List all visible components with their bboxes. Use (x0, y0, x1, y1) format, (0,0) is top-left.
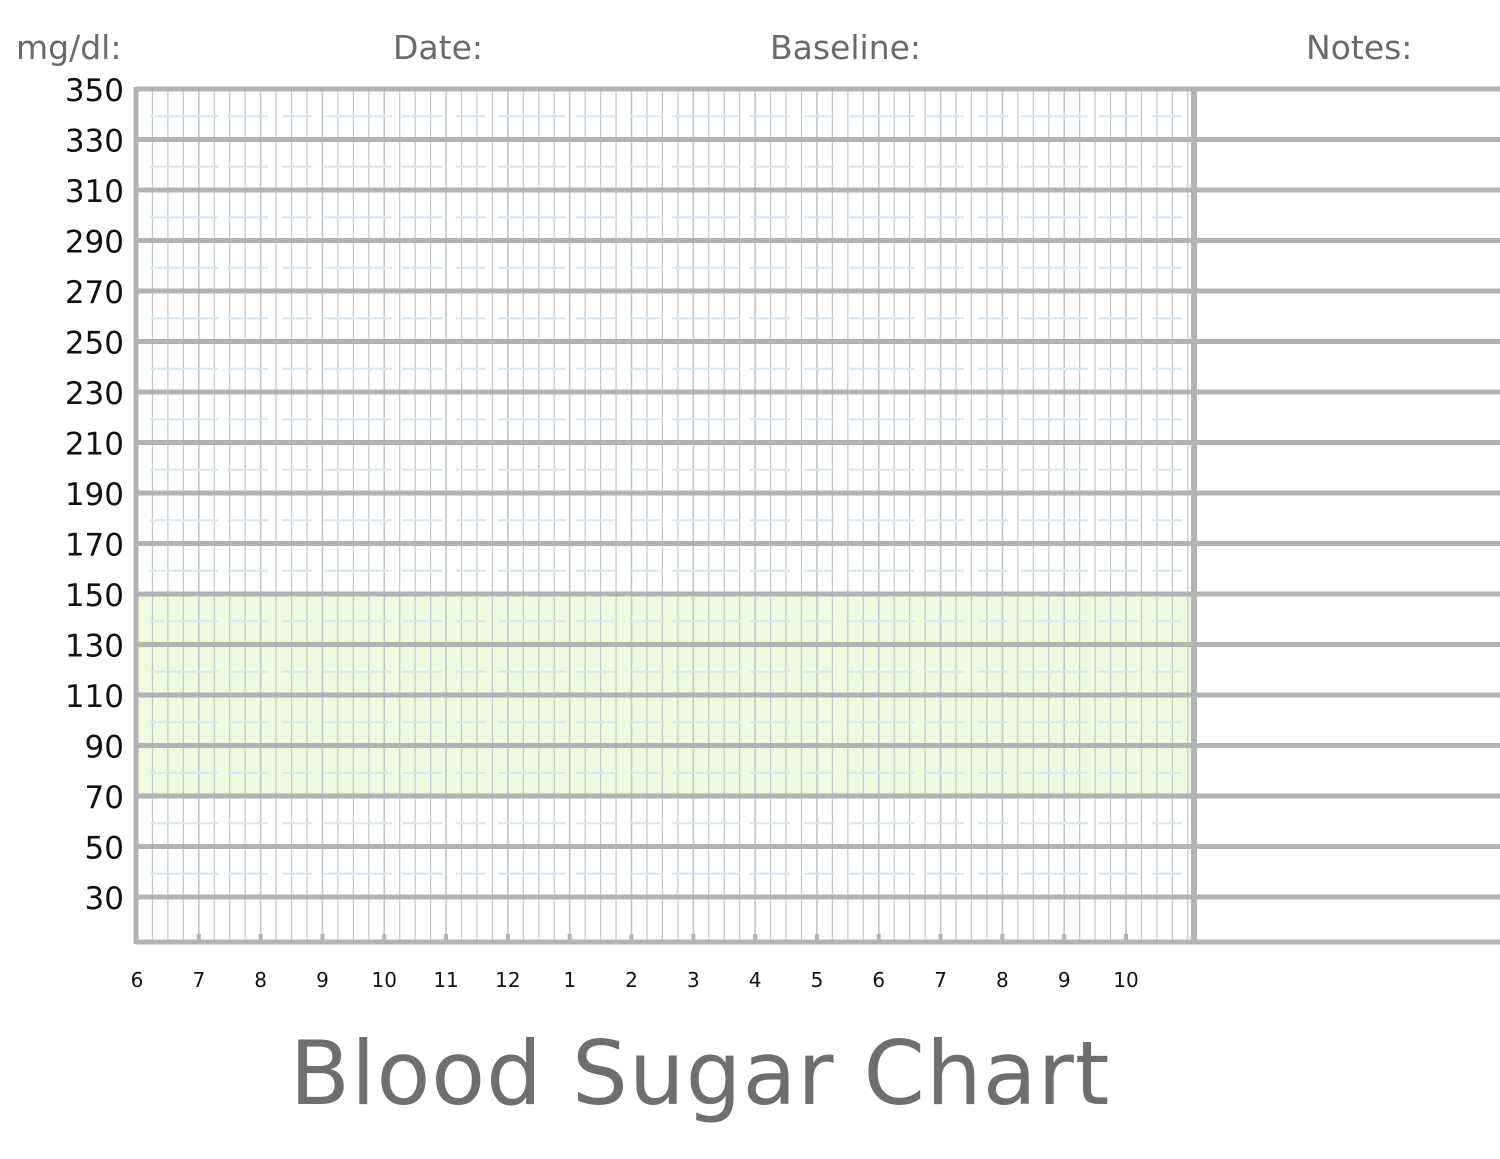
y-tick-label: 230 (65, 376, 124, 412)
x-tick-label: 7 (934, 968, 947, 992)
unit-label: mg/dl: (16, 28, 122, 67)
y-tick-label: 330 (65, 124, 124, 160)
x-tick-label: 9 (1058, 968, 1071, 992)
x-tick-label: 8 (254, 968, 267, 992)
x-tick-label: 9 (316, 968, 329, 992)
y-tick-label: 210 (65, 427, 124, 463)
y-tick-label: 350 (65, 73, 124, 109)
x-tick-label: 2 (625, 968, 638, 992)
y-tick-label: 90 (85, 730, 124, 766)
y-tick-label: 150 (65, 578, 124, 614)
major-grid-lines (133, 86, 1500, 945)
x-tick-label: 3 (687, 968, 700, 992)
baseline-label: Baseline: (770, 28, 922, 67)
y-tick-label: 110 (65, 679, 124, 715)
x-tick-label: 7 (192, 968, 205, 992)
y-tick-labels: 350 330 310 290 270 250 230 210 190 170 150 130 110 9… (65, 73, 124, 917)
date-label: Date: (393, 28, 483, 67)
x-tick-label: 6 (131, 968, 144, 992)
y-tick-label: 270 (65, 275, 124, 311)
x-tick-label: 11 (433, 968, 458, 992)
y-tick-label: 170 (65, 528, 124, 564)
x-tick-labels: 6 7 8 9 10 11 12 1 2 3 4 5 6 7 8 9 10 (131, 968, 1139, 992)
y-tick-label: 50 (85, 831, 124, 867)
minor-grid-lines (136, 89, 1189, 942)
y-tick-label: 250 (65, 326, 124, 362)
x-tick-label: 10 (1113, 968, 1138, 992)
x-tick-label: 5 (811, 968, 824, 992)
y-tick-label: 130 (65, 629, 124, 665)
y-tick-label: 290 (65, 225, 124, 261)
x-tick-label: 8 (996, 968, 1009, 992)
x-tick-label: 1 (563, 968, 576, 992)
notes-label: Notes: (1306, 28, 1413, 67)
y-tick-label: 190 (65, 477, 124, 513)
x-tick-label: 10 (372, 968, 397, 992)
y-tick-label: 30 (85, 881, 124, 917)
chart-title: Blood Sugar Chart (289, 1022, 1111, 1125)
blood-sugar-grid-chart: 3503303102902702502302101901701501301109… (65, 73, 1500, 992)
x-tick-label: 12 (495, 968, 520, 992)
y-tick-label: 70 (85, 780, 124, 816)
x-tick-label: 4 (749, 968, 762, 992)
y-tick-label: 310 (65, 174, 124, 210)
x-tick-label: 6 (872, 968, 885, 992)
